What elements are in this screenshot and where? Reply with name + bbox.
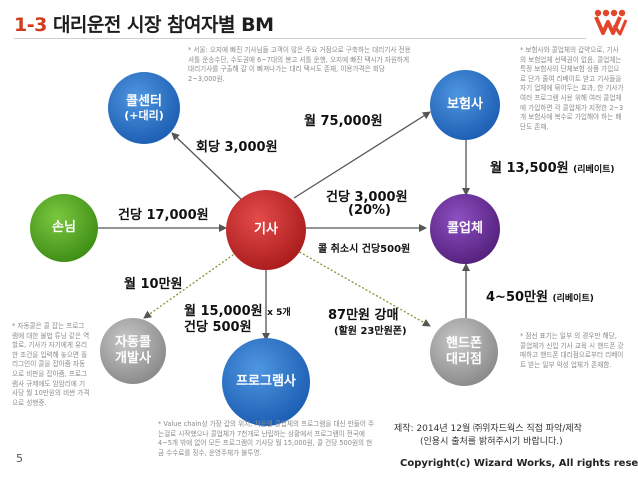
label-per-case-3000: 건당 3,000원 bbox=[326, 190, 408, 205]
source-line1: 제작: 2014년 12월 ㈜위자드웍스 직접 파악/제작 bbox=[394, 424, 582, 434]
node-driver: 기사 bbox=[226, 190, 306, 270]
arrow-driver-to-insurance bbox=[293, 111, 431, 199]
label-monthly-75000: 월 75,000원 bbox=[304, 114, 383, 129]
label-phone-87: 87만원 강매 bbox=[328, 308, 399, 323]
node-phone-store-line2: 대리점 bbox=[446, 352, 482, 367]
title-number: 1-3 bbox=[14, 14, 47, 36]
label-per-call-3000: 회당 3,000원 bbox=[196, 140, 278, 155]
label-monthly-100k: 월 10만원 bbox=[124, 277, 183, 292]
node-customer: 손님 bbox=[30, 194, 98, 262]
title-divider bbox=[14, 38, 586, 39]
node-program-company: 프로그램사 bbox=[222, 338, 310, 426]
label-per-case-500: 건당 500원 bbox=[184, 320, 252, 335]
title-text: 대리운전 시장 참여자별 BM bbox=[52, 14, 274, 36]
node-phone-store: 핸드폰 대리점 bbox=[430, 318, 498, 386]
label-per-case-pct: (20%) bbox=[348, 203, 391, 218]
node-autocall-line2: 개발사 bbox=[115, 351, 151, 366]
node-autocall-line1: 자동콜 bbox=[115, 335, 151, 351]
node-insurance: 보험사 bbox=[430, 70, 500, 140]
note-phone-store: * 점선 표기는 일부 의 경우만 해당, 콜업체가 신입 기사 교육 시 핸드… bbox=[520, 332, 624, 369]
label-cancel-500: 콜 취소시 건당500원 bbox=[318, 244, 411, 255]
node-company: 콜업체 bbox=[430, 194, 500, 264]
page-title: 1-3 대리운전 시장 참여자별 BM bbox=[14, 10, 274, 37]
label-monthly-15000: 월 15,000원 x 5개 bbox=[184, 300, 291, 319]
node-call-center-line2: (+대리) bbox=[124, 109, 164, 123]
source-credit: 제작: 2014년 12월 ㈜위자드웍스 직접 파악/제작 (인용시 출처를 밝… bbox=[394, 423, 582, 449]
node-phone-store-line1: 핸드폰 bbox=[446, 336, 482, 352]
label-rebate-4-50-note: (리베이트) bbox=[552, 294, 594, 304]
label-rebate-13500-value: 월 13,500원 bbox=[490, 161, 569, 176]
note-program: * Value chain상 가장 갑의 위치, 처음엔 콜업체의 프로그램을 … bbox=[158, 420, 375, 457]
node-driver-label: 기사 bbox=[254, 222, 278, 238]
label-rebate-4-50: 4~50만원 (리베이트) bbox=[486, 286, 594, 305]
arrow-driver-to-call-center bbox=[171, 132, 245, 203]
copyright: Copyright(c) Wizard Works, All rights re… bbox=[400, 458, 638, 469]
page-number: 5 bbox=[16, 452, 23, 465]
wizard-works-logo-icon bbox=[594, 9, 628, 36]
node-program-label: 프로그램사 bbox=[236, 374, 296, 390]
node-insurance-label: 보험사 bbox=[447, 97, 483, 113]
node-autocall-developer: 자동콜 개발사 bbox=[100, 318, 166, 384]
node-customer-label: 손님 bbox=[52, 220, 76, 236]
arrow-driver-to-phone-store bbox=[295, 249, 431, 327]
source-line2: (인용시 출처를 밝혀주시기 바랍니다.) bbox=[420, 437, 563, 447]
note-call-center: * 서울: 오지에 빠진 기사님들 고객이 많은 주요 거점으로 구축하는 대리… bbox=[188, 46, 411, 83]
label-times-5: x 5개 bbox=[267, 308, 291, 318]
node-call-center: 콜센터 (+대리) bbox=[108, 72, 180, 144]
note-autocall: * 자동콜은 콜 잡는 프로그램에 대한 불법 튜닝 같은 역할로, 기사가 자… bbox=[12, 322, 90, 407]
label-monthly-15000-value: 월 15,000원 bbox=[184, 304, 263, 319]
node-call-center-line1: 콜센터 bbox=[126, 93, 162, 109]
note-insurance: * 보험사와 콜업체의 갑약으로, 기사의 보험업체 선택권이 없음, 콜업체는… bbox=[520, 46, 624, 131]
label-per-case-17000: 건당 17,000원 bbox=[118, 208, 209, 223]
node-company-label: 콜업체 bbox=[447, 221, 483, 237]
label-phone-87-note: (할원 23만원폰) bbox=[334, 326, 407, 337]
label-rebate-4-50-value: 4~50만원 bbox=[486, 290, 548, 305]
label-rebate-13500-note: (리베이트) bbox=[573, 165, 615, 175]
label-rebate-13500: 월 13,500원 (리베이트) bbox=[490, 157, 615, 176]
